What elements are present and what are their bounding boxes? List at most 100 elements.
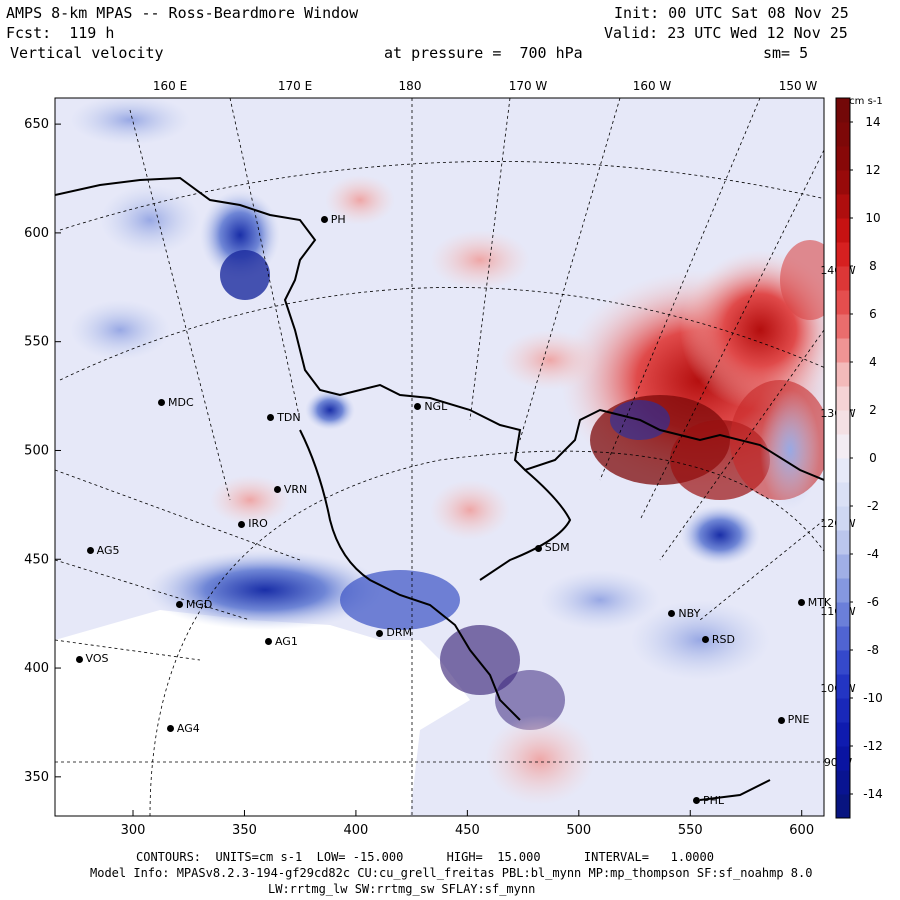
smoothing-value: sm= 5 <box>763 44 809 62</box>
colorbar-tick-label: -6 <box>867 595 879 609</box>
longitude-label: 150 W <box>779 79 818 93</box>
longitude-label: 160 W <box>633 79 672 93</box>
forecast-hour: Fcst: 119 h <box>6 24 115 42</box>
colorbar-swatch <box>836 266 850 291</box>
colorbar-swatch <box>836 746 850 771</box>
station-marker: MGD <box>175 598 212 611</box>
y-tick-label: 400 <box>24 661 49 676</box>
y-tick-label: 600 <box>24 226 49 241</box>
station-marker: NGL <box>414 400 447 413</box>
station-label: RSD <box>711 632 735 646</box>
colorbar-swatch <box>836 314 850 339</box>
contours-info: CONTOURS: UNITS=cm s-1 LOW= -15.000 HIGH… <box>136 850 714 864</box>
station-marker: MTK <box>797 595 832 609</box>
colorbar-tick-label: -10 <box>863 691 883 705</box>
colorbar-swatch <box>836 602 850 627</box>
colorbar-swatch <box>836 506 850 531</box>
y-tick-label: 350 <box>24 770 49 785</box>
graticule <box>55 98 824 816</box>
colorbar-tick-label: 0 <box>869 451 877 465</box>
colorbar-tick-label: -14 <box>863 787 883 801</box>
colorbar-swatch <box>836 290 850 315</box>
colorbar-swatch <box>836 146 850 171</box>
colorbar-swatch <box>836 674 850 699</box>
station-marker: AG4 <box>166 721 200 735</box>
x-tick-label: 550 <box>678 823 703 838</box>
colorbar-swatch <box>836 722 850 747</box>
station-dot <box>157 399 165 407</box>
init-time: Init: 00 UTC Sat 08 Nov 25 <box>614 4 849 22</box>
x-tick-label: 350 <box>232 823 257 838</box>
model-info: Model Info: MPASv8.2.3-194-gf29cd82c CU:… <box>90 866 813 880</box>
colorbar-swatch <box>836 794 850 819</box>
colorbar-swatch <box>836 98 850 123</box>
station-marker: VRN <box>273 482 308 496</box>
x-axis: 300 350 400 450 500 550 600 <box>121 810 814 838</box>
longitude-labels: 160 E 170 E 180 170 W 160 W 150 W <box>153 79 818 93</box>
station-dot <box>75 655 83 663</box>
colorbar-swatch <box>836 482 850 507</box>
missing-data-region <box>55 610 470 816</box>
station-marker: SDM <box>534 541 570 555</box>
colorbar-tick-label: 10 <box>865 211 880 225</box>
station-marker: NBY <box>668 607 700 620</box>
colorbar-swatch <box>836 770 850 795</box>
longitude-label: 170 W <box>509 79 548 93</box>
station-dot <box>777 716 785 724</box>
colorbar: cm s-1 14 12 10 8 6 4 2 0 -2 -4 -6 -8 -10 -12 -14 <box>835 96 883 819</box>
station-label: SDM <box>544 541 570 555</box>
station-marker: RSD <box>701 632 735 646</box>
station-label: NGL <box>424 399 448 413</box>
colorbar-tick-label: 12 <box>865 163 880 177</box>
colorbar-tick-label: -8 <box>867 643 879 657</box>
station-dot <box>414 403 422 411</box>
colorbar-swatch <box>836 338 850 363</box>
field-layer <box>55 98 824 816</box>
colorbar-swatch <box>836 242 850 267</box>
station-label: MTK <box>807 595 832 609</box>
colorbar-tick-label: -12 <box>863 739 883 753</box>
colorbar-tick-label: -2 <box>867 499 879 513</box>
colorbar-swatch <box>836 578 850 603</box>
station-label: TDN <box>277 410 301 424</box>
station-marker: AG1 <box>264 634 298 648</box>
x-tick-label: 400 <box>343 823 368 838</box>
field-name: Vertical velocity <box>10 44 164 62</box>
station-dot <box>668 610 676 618</box>
colorbar-swatch <box>836 650 850 675</box>
station-label: VRN <box>283 482 308 496</box>
colorbar-swatch <box>836 362 850 387</box>
station-dot <box>797 599 805 607</box>
colorbar-swatch <box>836 386 850 411</box>
x-tick-label: 300 <box>121 823 146 838</box>
longitude-label: 170 E <box>278 79 312 93</box>
station-label: PH <box>330 212 346 226</box>
station-label: AG1 <box>274 634 298 648</box>
colorbar-swatch <box>836 434 850 459</box>
colorbar-swatch <box>836 530 850 555</box>
colorbar-tick-label: -4 <box>867 547 879 561</box>
colorbar-swatch <box>836 122 850 147</box>
station-marker: DRM <box>376 626 412 639</box>
colorbar-swatch <box>836 170 850 195</box>
longitude-label: 180 <box>399 79 422 93</box>
colorbar-swatch <box>836 626 850 651</box>
station-label: PHL <box>702 793 724 807</box>
station-label: MDC <box>167 395 194 409</box>
longitude-label: 160 E <box>153 79 187 93</box>
station-marker: VOS <box>75 652 109 666</box>
y-axis: 350 400 450 500 550 600 650 <box>24 117 61 785</box>
y-tick-label: 500 <box>24 443 49 458</box>
station-label: VOS <box>85 652 109 666</box>
station-dot <box>273 486 281 494</box>
station-marker: IRO <box>238 517 268 530</box>
station-marker: PH <box>320 212 346 226</box>
colorbar-swatch <box>836 554 850 579</box>
colorbar-swatch <box>836 698 850 723</box>
station-label: AG4 <box>176 721 200 735</box>
station-dot <box>534 544 542 552</box>
x-tick-label: 600 <box>789 823 814 838</box>
station-label: NBY <box>678 606 701 620</box>
station-marker: TDN <box>267 410 301 424</box>
chart-title: AMPS 8-km MPAS -- Ross-Beardmore Window <box>6 4 359 22</box>
